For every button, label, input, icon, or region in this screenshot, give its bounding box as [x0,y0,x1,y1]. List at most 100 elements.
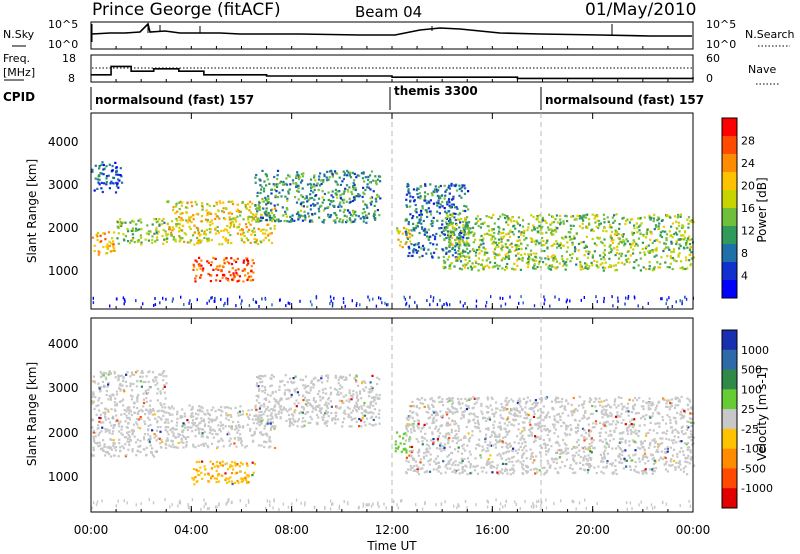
echo-cell [309,402,312,405]
echo-cell [505,462,508,466]
echo-cell [235,426,238,430]
echo-cell [255,408,258,411]
echo-cell [620,252,624,255]
echo-cell [113,408,117,411]
echo-cell [280,411,283,414]
echo-cell [611,216,614,219]
echo-cell [175,202,178,205]
echo-cell [529,423,532,426]
echo-cell [647,302,649,305]
echo-cell [603,253,606,256]
echo-cell [634,396,637,400]
echo-cell [666,298,668,302]
frequency-trace [91,65,694,80]
echo-cell [272,183,275,186]
echo-cell [255,300,258,304]
echo-cell [96,427,99,430]
echo-cell [192,218,195,221]
echo-cell [133,401,136,404]
echo-cell [228,226,231,229]
nave-right-tick-low: 0 [706,72,713,85]
echo-cell [676,233,679,236]
echo-cell [608,251,611,254]
echo-cell [116,297,118,301]
echo-cell [139,218,142,221]
echo-cell [228,216,231,219]
echo-cell [551,423,555,426]
echo-cell [514,244,517,247]
echo-cell [304,420,307,423]
echo-cell [468,244,471,247]
echo-cell [532,468,535,471]
echo-cell [141,410,144,413]
echo-cell [147,230,150,233]
echo-cell [471,434,474,437]
echo-cell [511,231,514,234]
echo-cell [595,264,598,267]
echo-cell [523,446,526,449]
echo-cell [294,390,297,393]
echo-cell [273,405,276,408]
echo-cell [438,212,441,215]
echo-cell [309,208,312,211]
echo-cell [437,197,441,200]
echo-cell [230,224,233,227]
echo-cell [604,438,607,441]
echo-cell [189,415,192,418]
echo-cell [404,297,407,301]
echo-cell [499,296,501,300]
echo-cell [684,267,687,271]
echo-cell [407,254,410,258]
echo-cell [564,268,567,271]
echo-cell [467,252,470,255]
echo-cell [266,422,269,425]
echo-cell [334,418,337,421]
echo-cell [503,268,507,272]
echo-cell [423,437,426,440]
echo-cell [509,250,512,253]
echo-cell [273,175,276,179]
echo-cell [213,419,216,422]
echo-cell [250,233,253,236]
echo-cell [513,268,516,271]
echo-cell [396,227,399,230]
echo-cell [112,240,115,243]
echo-cell [263,187,266,190]
echo-cell [236,203,239,206]
echo-cell [460,255,464,258]
echo-cell [455,238,458,241]
echo-cell [579,461,582,464]
echo-cell [647,244,650,247]
echo-cell [469,231,472,234]
echo-cell [550,264,554,267]
echo-cell [513,224,516,227]
echo-cell [324,412,327,415]
echo-cell [242,218,245,221]
echo-cell [498,227,501,230]
echo-cell [686,237,690,240]
echo-cell [378,409,381,412]
echo-cell [147,439,150,442]
echo-cell [478,438,481,441]
echo-cell [445,301,448,305]
echo-cell [500,259,503,262]
echo-cell [488,266,491,269]
echo-cell [180,441,183,444]
echo-cell [578,449,581,452]
echo-cell [121,433,124,436]
echo-cell [147,380,150,383]
echo-cell [314,408,317,411]
echo-cell [218,428,221,431]
echo-cell [181,408,184,411]
echo-cell [124,380,127,383]
echo-cell [103,443,106,446]
echo-cell [418,214,421,217]
echo-cell [215,469,218,473]
echo-cell [602,251,605,254]
echo-cell [163,411,166,414]
echo-cell [323,403,327,406]
echo-cell [156,419,159,422]
echo-cell [210,261,213,264]
echo-cell [253,237,256,241]
echo-cell [680,430,684,433]
